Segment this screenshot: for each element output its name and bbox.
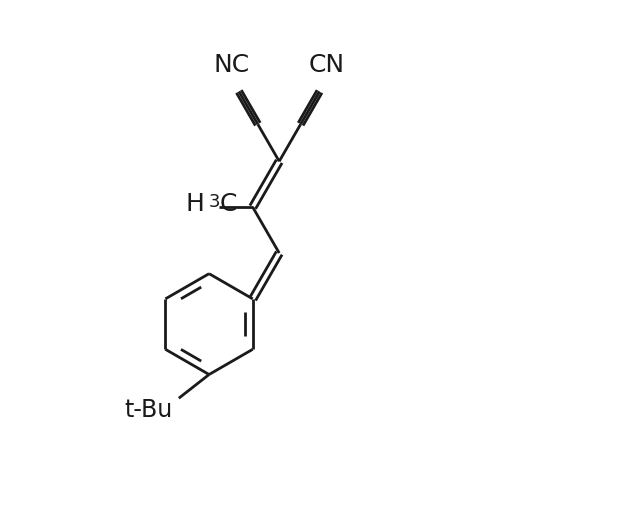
- Text: CN: CN: [309, 53, 345, 78]
- Text: t-Bu: t-Bu: [124, 398, 173, 422]
- Text: NC: NC: [213, 53, 250, 78]
- Text: H: H: [186, 192, 205, 215]
- Text: C: C: [220, 192, 237, 215]
- Text: 3: 3: [209, 193, 220, 211]
